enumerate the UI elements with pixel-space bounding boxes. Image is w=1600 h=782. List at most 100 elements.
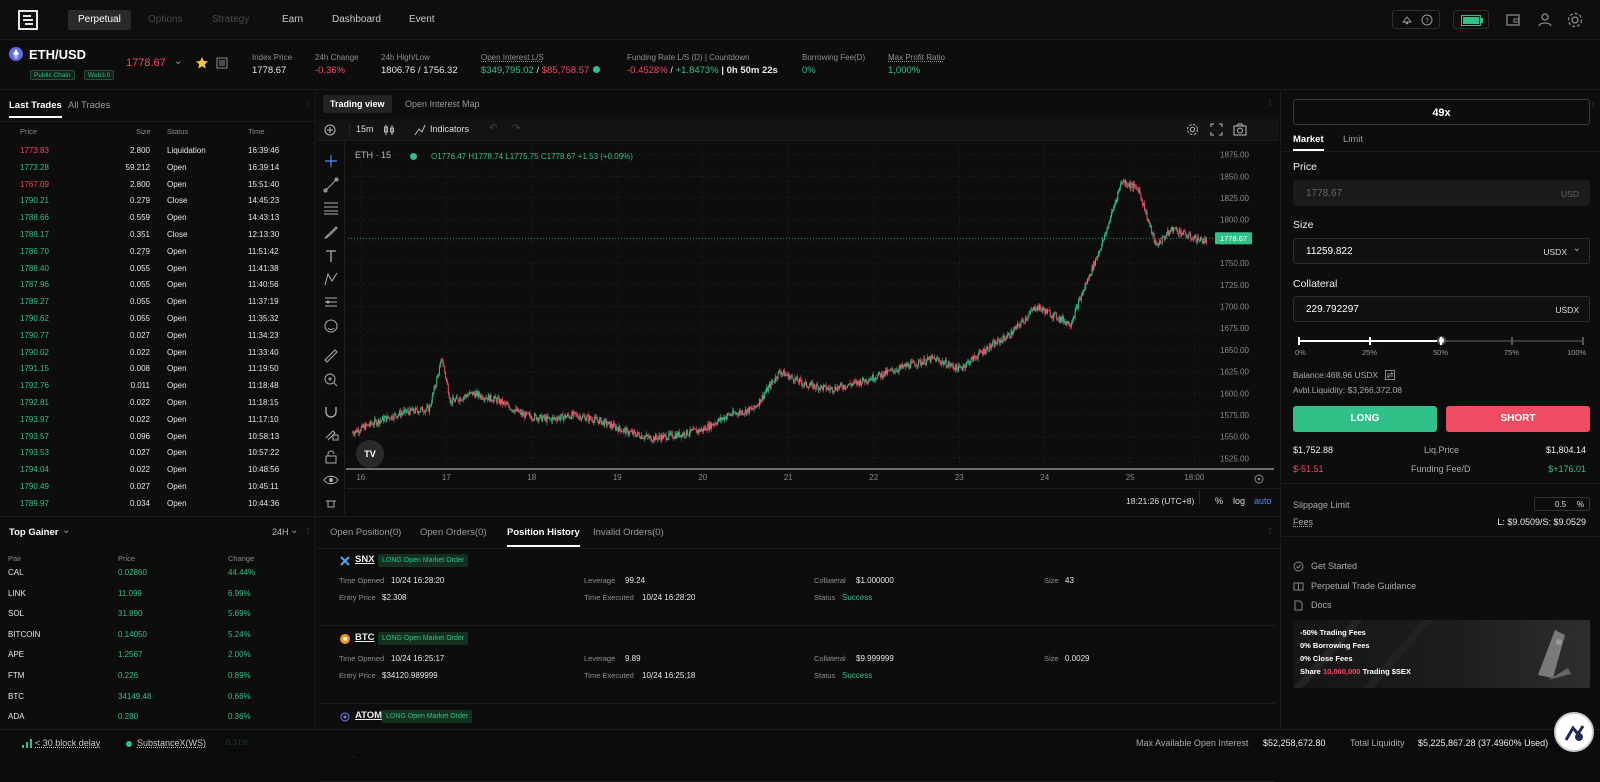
gainer-row[interactable]: FTM 0.226 0.89% xyxy=(0,666,312,687)
chart-settings-icon[interactable] xyxy=(1186,123,1199,136)
wallet-icon[interactable] xyxy=(1504,11,1522,29)
tab-trading-view[interactable]: Trading view xyxy=(323,95,392,113)
favorite-star-icon[interactable] xyxy=(195,56,209,70)
tab-open-position[interactable]: Open Position(0) xyxy=(330,527,402,538)
fib-lines-icon[interactable] xyxy=(323,200,339,216)
slider-mark-label[interactable]: 100% xyxy=(1567,348,1587,357)
pair-name[interactable]: ETH/USD xyxy=(29,47,87,62)
slider-tick[interactable] xyxy=(1298,337,1300,345)
chevron-down-icon[interactable]: ⌄ xyxy=(62,525,71,536)
period-select[interactable]: 24H xyxy=(272,527,289,537)
info-sheet-icon[interactable] xyxy=(216,57,228,69)
tab-limit[interactable]: Limit xyxy=(1343,134,1364,145)
forecast-icon[interactable] xyxy=(323,294,339,310)
tab-last-trades[interactable]: Last Trades xyxy=(9,100,62,118)
slider-mark-label[interactable]: 0% xyxy=(1295,348,1306,357)
zoom-in-icon[interactable] xyxy=(323,372,339,388)
promo-banner[interactable]: -50% Trading Fees 0% Borrowing Fees 0% C… xyxy=(1293,620,1590,688)
tab-position-history[interactable]: Position History xyxy=(507,527,580,547)
chevron-down-icon[interactable]: ⌄ xyxy=(1572,243,1581,254)
eye-icon[interactable] xyxy=(323,472,339,488)
percent-scale-toggle[interactable]: % xyxy=(1215,496,1224,506)
tab-open-orders[interactable]: Open Orders(0) xyxy=(420,527,487,538)
slider-mark-label[interactable]: 25% xyxy=(1362,348,1378,357)
tab-all-trades[interactable]: All Trades xyxy=(68,100,111,111)
drag-handle-icon[interactable]: ⁞ xyxy=(307,527,310,536)
lock-icon[interactable] xyxy=(323,449,339,465)
tab-invalid-orders[interactable]: Invalid Orders(0) xyxy=(593,527,664,538)
chevron-down-icon[interactable]: ⌄ xyxy=(174,56,183,67)
trend-line-icon[interactable] xyxy=(323,177,339,193)
gainer-row[interactable]: CAL 0.02860 44.44% xyxy=(0,563,312,584)
settings-group[interactable]: ? xyxy=(1392,10,1440,29)
camera-icon[interactable] xyxy=(1233,123,1247,136)
crosshair-icon[interactable] xyxy=(323,153,339,169)
gainer-row[interactable]: LINK 11.099 6.99% xyxy=(0,584,312,605)
user-icon[interactable] xyxy=(1536,11,1554,29)
magnet-icon[interactable] xyxy=(323,403,339,419)
link-trade-guidance[interactable]: Perpetual Trade Guidance xyxy=(1311,581,1417,591)
fullscreen-icon[interactable] xyxy=(1210,123,1223,136)
price-chart[interactable]: 1875.001850.001825.001800.001775.001750.… xyxy=(346,142,1279,498)
price-input[interactable]: 1778.67 USD xyxy=(1293,180,1590,206)
app-logo-icon[interactable] xyxy=(18,10,38,30)
block-delay-link[interactable]: < 30 block delay xyxy=(35,738,101,748)
fees-label[interactable]: Fees xyxy=(1293,517,1314,527)
slider-tick[interactable] xyxy=(1369,337,1371,345)
add-symbol-icon[interactable] xyxy=(324,124,336,136)
position-symbol[interactable]: SNX xyxy=(355,554,375,565)
position-symbol[interactable]: BTC xyxy=(355,632,375,643)
short-button[interactable]: SHORT xyxy=(1446,406,1590,432)
support-chat-button[interactable] xyxy=(1554,712,1594,752)
collateral-input[interactable]: 229.792297 USDX xyxy=(1293,296,1590,322)
redo-icon[interactable]: ↷ xyxy=(512,123,521,134)
nav-options[interactable]: Options xyxy=(148,14,183,25)
log-scale-toggle[interactable]: log xyxy=(1233,496,1246,506)
open-interest-label[interactable]: Open Interest L/S xyxy=(481,53,544,62)
nav-event[interactable]: Event xyxy=(409,14,435,25)
emoji-icon[interactable] xyxy=(323,318,339,334)
tab-market[interactable]: Market xyxy=(1293,134,1324,151)
goto-realtime-icon[interactable] xyxy=(1254,474,1264,484)
tab-open-interest-map[interactable]: Open Interest Map xyxy=(405,99,480,109)
indicators-icon[interactable] xyxy=(414,124,426,136)
trash-icon[interactable] xyxy=(323,498,339,508)
nav-perpetual[interactable]: Perpetual xyxy=(68,10,131,30)
gainer-row[interactable]: BTC 34149.48 0.66% xyxy=(0,687,312,708)
slider-mark-label[interactable]: 75% xyxy=(1504,348,1520,357)
max-profit-label[interactable]: Max Profit Ratio xyxy=(888,53,945,62)
lock-drawing-icon[interactable] xyxy=(323,425,339,441)
leverage-button[interactable]: 49x xyxy=(1293,99,1590,125)
slider-tick[interactable] xyxy=(1440,337,1442,345)
data-source-link[interactable]: SubstanceX(WS) xyxy=(137,738,207,748)
gainer-row[interactable]: SOL 31.890 5.69% xyxy=(0,604,312,625)
size-input[interactable]: 11259.822 USDX ⌄ xyxy=(1293,238,1590,264)
gainer-row[interactable]: ADA 0.280 0.36% xyxy=(0,707,312,728)
drag-handle-icon[interactable]: ⁞ xyxy=(1592,101,1595,110)
drag-handle-icon[interactable]: ⁞ xyxy=(1269,98,1272,107)
position-symbol[interactable]: ATOM xyxy=(355,710,383,721)
slider-tick[interactable] xyxy=(1582,337,1584,345)
top-gainer-title[interactable]: Top Gainer xyxy=(9,527,59,538)
long-button[interactable]: LONG xyxy=(1293,406,1437,432)
drag-handle-icon[interactable]: ⁞ xyxy=(1269,527,1272,536)
gear-icon[interactable] xyxy=(1566,11,1584,29)
interval-select[interactable]: 15m xyxy=(349,124,374,134)
ruler-icon[interactable] xyxy=(323,348,339,364)
nav-dashboard[interactable]: Dashboard xyxy=(332,14,381,25)
slippage-input[interactable]: 0.5 % xyxy=(1534,497,1590,511)
gainer-row[interactable]: APE 1.2567 2.00% xyxy=(0,645,312,666)
gainer-row[interactable]: BITCOIN 0.14050 5.24% xyxy=(0,625,312,646)
size-unit-select[interactable]: USDX xyxy=(1543,247,1567,257)
chevron-down-icon[interactable]: ⌄ xyxy=(290,525,299,536)
tradingview-logo-icon[interactable]: TV xyxy=(356,440,384,468)
link-get-started[interactable]: Get Started xyxy=(1311,561,1358,571)
nav-earn[interactable]: Earn xyxy=(282,14,304,25)
slider-tick[interactable] xyxy=(1511,337,1513,345)
slider-mark-label[interactable]: 50% xyxy=(1433,348,1449,357)
candle-type-icon[interactable] xyxy=(383,124,395,136)
wallet-balance-button[interactable] xyxy=(1453,10,1489,29)
text-tool-icon[interactable] xyxy=(323,248,339,264)
swap-icon[interactable] xyxy=(1385,370,1395,380)
link-docs[interactable]: Docs xyxy=(1311,600,1332,610)
